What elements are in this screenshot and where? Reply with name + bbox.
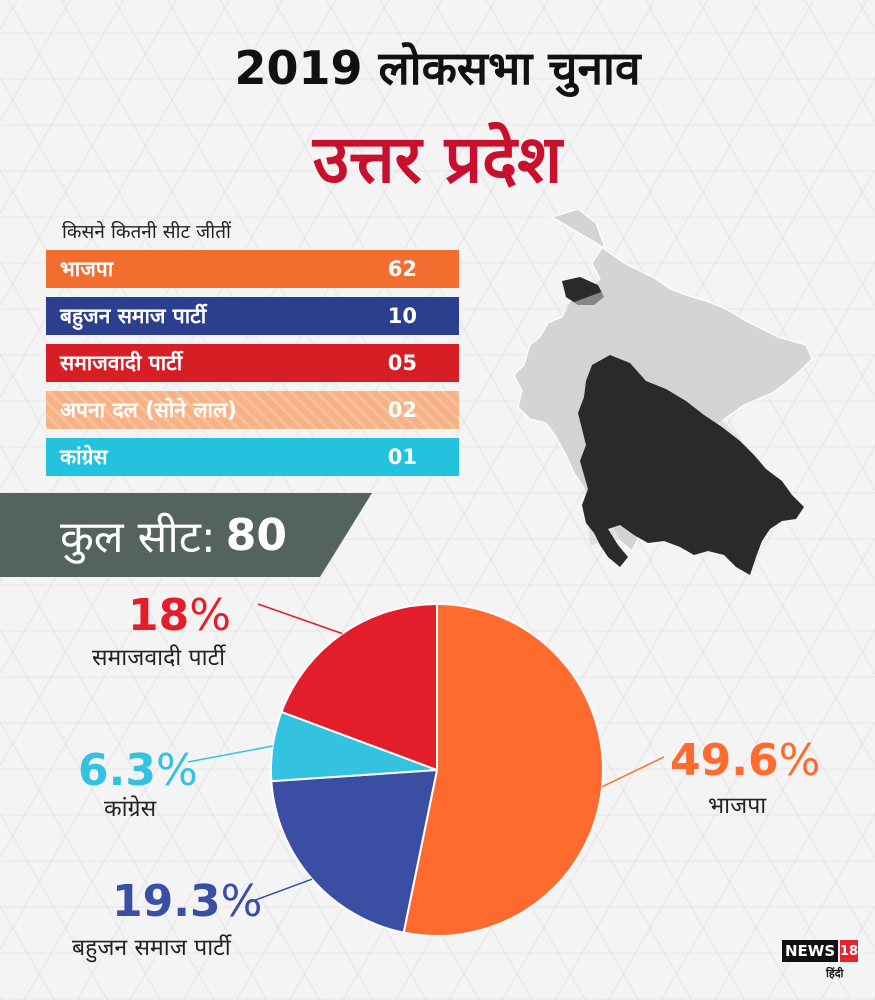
pie-slice-name: बहुजन समाज पार्टी bbox=[72, 935, 231, 961]
total-seats-label: कुल सीट: bbox=[60, 512, 216, 563]
pie-percent-value: 18 bbox=[128, 590, 190, 641]
seat-row: अपना दल (सोने लाल) 02 bbox=[46, 391, 459, 429]
seat-row-count: 10 bbox=[387, 304, 417, 328]
seat-row-party: कांग्रेस bbox=[60, 445, 108, 469]
logo-sub: हिंदी bbox=[826, 967, 844, 980]
pie-leader-line bbox=[257, 603, 343, 635]
pie-percent-value: 19.3 bbox=[112, 876, 221, 927]
total-seats-value: 80 bbox=[225, 509, 287, 561]
seat-row: बहुजन समाज पार्टी 10 bbox=[46, 297, 459, 335]
logo-brand: NEWS bbox=[782, 940, 839, 962]
uttar-pradesh-zoomed bbox=[578, 355, 804, 575]
pie-percent-label: 49.6% bbox=[670, 735, 820, 786]
seat-row-party: बहुजन समाज पार्टी bbox=[60, 304, 207, 328]
pie-slice bbox=[280, 602, 438, 772]
seat-row: भाजपा 62 bbox=[46, 250, 459, 288]
pie-leader-line bbox=[601, 756, 665, 788]
pie-percent-label: 19.3% bbox=[112, 876, 262, 927]
india-map bbox=[513, 208, 813, 575]
seat-row: कांग्रेस 01 bbox=[46, 438, 459, 476]
seat-row-party: अपना दल (सोने लाल) bbox=[60, 398, 237, 422]
seat-row-count: 05 bbox=[387, 351, 417, 375]
pie-leader-line bbox=[187, 745, 273, 763]
seat-row-party: भाजपा bbox=[60, 257, 114, 281]
news18-logo: NEWS 18 हिंदी bbox=[782, 940, 858, 980]
seat-row: समाजवादी पार्टी 05 bbox=[46, 344, 459, 382]
total-seats-banner: कुल सीट: 80 bbox=[0, 493, 372, 577]
pie-percent-symbol: % bbox=[155, 745, 198, 796]
seat-row-count: 01 bbox=[387, 445, 417, 469]
pie-percent-label: 18% bbox=[128, 590, 231, 641]
pie-percent-value: 49.6 bbox=[670, 735, 779, 786]
pie-slice bbox=[270, 768, 439, 934]
pie-percent-symbol: % bbox=[189, 590, 232, 641]
pie-slice-name: समाजवादी पार्टी bbox=[92, 645, 226, 671]
page-title: 2019 लोकसभा चुनाव bbox=[234, 41, 641, 95]
seat-row-count: 02 bbox=[387, 398, 417, 422]
vote-share-pie-chart bbox=[187, 602, 665, 937]
pie-percent-label: 6.3% bbox=[78, 745, 198, 796]
pie-percent-value: 6.3 bbox=[78, 745, 156, 796]
page-subtitle: उत्तर प्रदेश bbox=[312, 121, 563, 198]
pie-slice-name: कांग्रेस bbox=[104, 796, 157, 822]
seats-table-label: किसने कितनी सीट जीतीं bbox=[62, 221, 231, 243]
pie-percent-symbol: % bbox=[778, 735, 821, 786]
logo-number: 18 bbox=[840, 940, 858, 962]
pie-slice-name: भाजपा bbox=[708, 793, 767, 819]
seat-row-count: 62 bbox=[387, 257, 417, 281]
pie-leader-line bbox=[249, 878, 313, 903]
pie-percent-symbol: % bbox=[220, 876, 263, 927]
seat-row-party: समाजवादी पार्टी bbox=[60, 351, 183, 375]
